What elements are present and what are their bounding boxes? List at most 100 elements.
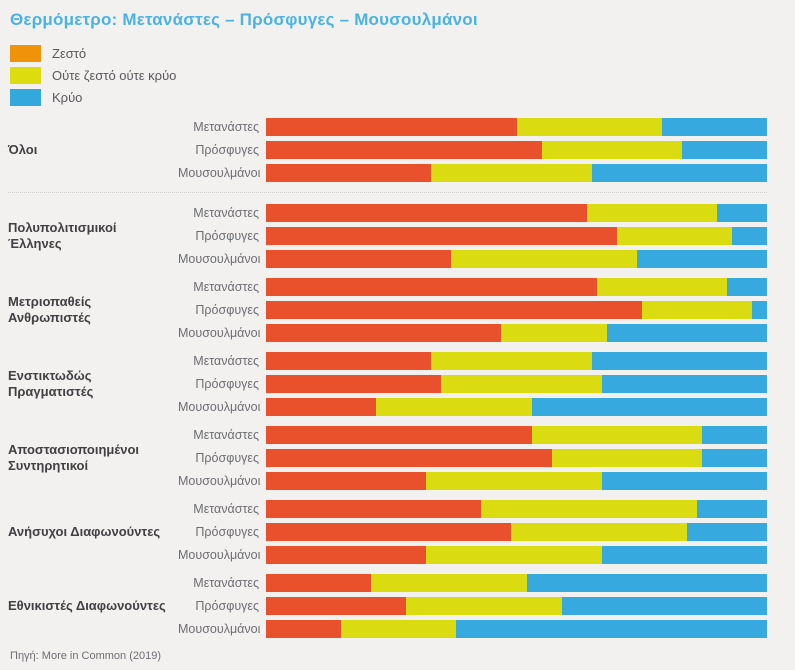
bar-category-label: Μετανάστες (193, 502, 259, 516)
group-row: Μετριοπαθείς Ανθρωπιστές Μετανάστες Πρόσφυ… (8, 278, 767, 342)
bar-segment-neutral (341, 620, 457, 638)
bar-row: Πρόσφυγες (178, 523, 767, 541)
bar-segment-cold (661, 118, 767, 136)
bar-category-label: Πρόσφυγες (195, 525, 259, 539)
bar-segment-warm (266, 472, 427, 490)
bar-row: Μουσουλμάνοι (178, 250, 767, 268)
group-bars: Μετανάστες Πρόσφυγες Μουσουλμάνοι (178, 278, 767, 342)
legend-label-cold: Κρύο (52, 89, 83, 105)
stacked-bar (266, 398, 767, 416)
bar-row: Μετανάστες (178, 278, 767, 296)
bar-segment-warm (266, 141, 542, 159)
stacked-bar (266, 523, 767, 541)
bar-row: Μετανάστες (178, 204, 767, 222)
stacked-bar (266, 301, 767, 319)
bar-segment-neutral (426, 546, 602, 564)
bar-segment-cold (606, 324, 767, 342)
bar-segment-warm (266, 523, 512, 541)
bar-segment-neutral (431, 352, 592, 370)
group-label: Όλοι (8, 141, 38, 157)
bar-row: Πρόσφυγες (178, 597, 767, 615)
bar-segment-warm (266, 227, 617, 245)
bar-row: Μουσουλμάνοι (178, 472, 767, 490)
bar-category-label: Πρόσφυγες (195, 229, 259, 243)
bar-segment-cold (531, 398, 767, 416)
bar-segment-warm (266, 278, 597, 296)
bar-row: Μετανάστες (178, 118, 767, 136)
stacked-bar (266, 449, 767, 467)
bar-row: Πρόσφυγες (178, 141, 767, 159)
bar-category-label: Πρόσφυγες (195, 143, 259, 157)
bar-row: Πρόσφυγες (178, 301, 767, 319)
group-row: Ανήσυχοι Διαφωνούντες Μετανάστες Πρόσφυγες… (8, 500, 767, 564)
group-row: Πολυπολιτισμικοί Έλληνες Μετανάστες Πρόσφυ… (8, 204, 767, 268)
legend: Ζεστό Ούτε ζεστό ούτε κρύο Κρύο (10, 42, 767, 108)
group-label: Μετριοπαθείς Ανθρωπιστές (8, 293, 92, 325)
bar-category-label: Μουσουλμάνοι (178, 400, 261, 414)
bar-row: Πρόσφυγες (178, 375, 767, 393)
stacked-bar (266, 500, 767, 518)
warm-swatch-icon (10, 44, 41, 62)
bar-row: Πρόσφυγες (178, 449, 767, 467)
stacked-bar (266, 227, 767, 245)
bar-segment-neutral (371, 574, 527, 592)
bar-row: Μετανάστες (178, 500, 767, 518)
group-divider (8, 192, 767, 193)
bar-category-label: Μουσουλμάνοι (178, 474, 261, 488)
group-row: Εθνικιστές Διαφωνούντες Μετανάστες Πρόσφυγ… (8, 574, 767, 638)
bar-segment-warm (266, 164, 432, 182)
bar-segment-warm (266, 449, 552, 467)
bar-segment-neutral (531, 426, 702, 444)
stacked-bar (266, 118, 767, 136)
bar-segment-cold (456, 620, 767, 638)
bar-row: Μουσουλμάνοι (178, 164, 767, 182)
bar-category-label: Μετανάστες (193, 428, 259, 442)
bar-row: Μετανάστες (178, 426, 767, 444)
group-bars: Μετανάστες Πρόσφυγες Μουσουλμάνοι (178, 204, 767, 268)
bar-segment-warm (266, 375, 442, 393)
bar-segment-warm (266, 620, 342, 638)
bar-segment-warm (266, 250, 452, 268)
stacked-bar (266, 164, 767, 182)
bar-segment-neutral (406, 597, 562, 615)
bar-category-label: Μετανάστες (193, 354, 259, 368)
bar-segment-neutral (641, 301, 752, 319)
group-row: Όλοι Μετανάστες Πρόσφυγες Μουσουλμάνοι (8, 118, 767, 182)
legend-label-neutral: Ούτε ζεστό ούτε κρύο (52, 67, 177, 83)
legend-item-neutral: Ούτε ζεστό ούτε κρύο (10, 64, 767, 86)
bar-row: Μουσουλμάνοι (178, 546, 767, 564)
bar-segment-neutral (451, 250, 637, 268)
bar-segment-cold (601, 375, 767, 393)
bar-segment-cold (751, 301, 767, 319)
bar-category-label: Πρόσφυγες (195, 377, 259, 391)
bar-category-label: Μουσουλμάνοι (178, 252, 261, 266)
bar-category-label: Μουσουλμάνοι (178, 326, 261, 340)
bar-segment-neutral (596, 278, 727, 296)
bar-segment-cold (696, 500, 767, 518)
group-label: Ανήσυχοι Διαφωνούντες (8, 523, 161, 539)
bar-segment-cold (591, 164, 767, 182)
stacked-bar (266, 620, 767, 638)
stacked-bar (266, 597, 767, 615)
bar-segment-warm (266, 500, 482, 518)
bar-category-label: Μετανάστες (193, 206, 259, 220)
bar-segment-warm (266, 301, 642, 319)
stacked-bar (266, 204, 767, 222)
group-row: Αποστασιοποιημένοι Συντηρητικοί Μετανάστε… (8, 426, 767, 490)
group-label: Εθνικιστές Διαφωνούντες (8, 597, 166, 613)
stacked-bar (266, 546, 767, 564)
bar-category-label: Μετανάστες (193, 120, 259, 134)
bar-segment-neutral (481, 500, 697, 518)
bar-category-label: Μουσουλμάνοι (178, 166, 261, 180)
group-label: Πολυπολιτισμικοί Έλληνες (8, 219, 117, 251)
bar-category-label: Πρόσφυγες (195, 303, 259, 317)
bar-segment-cold (726, 278, 767, 296)
legend-label-warm: Ζεστό (52, 45, 87, 61)
bar-segment-warm (266, 398, 377, 416)
group-bars: Μετανάστες Πρόσφυγες Μουσουλμάνοι (178, 426, 767, 490)
bar-segment-neutral (426, 472, 602, 490)
stacked-bar (266, 250, 767, 268)
bar-segment-neutral (616, 227, 732, 245)
group-label: Ενστικτωδώς Πραγματιστές (8, 367, 94, 399)
